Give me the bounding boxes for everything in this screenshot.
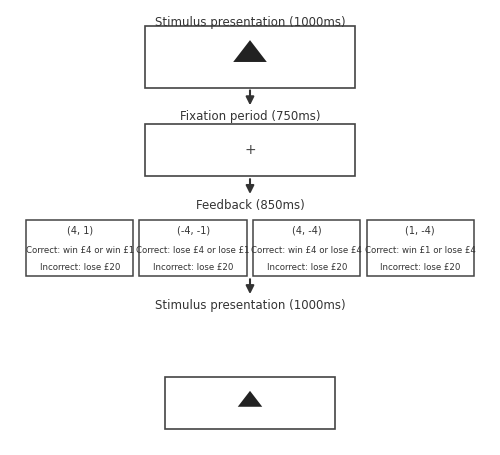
Text: (1, -4): (1, -4) [406,226,435,236]
Text: (-4, -1): (-4, -1) [176,226,210,236]
Text: Correct: win £4 or win £1: Correct: win £4 or win £1 [26,246,134,255]
Bar [145,26,355,87]
Text: Incorrect: lose £20: Incorrect: lose £20 [380,263,460,273]
Text: Fixation period (750ms): Fixation period (750ms) [180,111,320,123]
Bar [165,377,335,429]
Bar [253,219,360,276]
Text: Incorrect: lose £20: Incorrect: lose £20 [40,263,120,273]
Bar [26,219,134,276]
Bar [140,219,247,276]
Text: +: + [244,143,256,157]
Text: Correct: win £1 or lose £4: Correct: win £1 or lose £4 [365,246,476,255]
Text: Incorrect: lose £20: Incorrect: lose £20 [266,263,347,273]
Text: (4, 1): (4, 1) [66,226,93,236]
Polygon shape [238,391,262,407]
Bar [366,219,474,276]
Text: Correct: win £4 or lose £4: Correct: win £4 or lose £4 [252,246,362,255]
Polygon shape [233,40,267,62]
Text: Stimulus presentation (1000ms): Stimulus presentation (1000ms) [154,16,346,29]
Text: Feedback (850ms): Feedback (850ms) [196,199,304,212]
Text: Incorrect: lose £20: Incorrect: lose £20 [153,263,234,273]
Text: Correct: lose £4 or lose £1: Correct: lose £4 or lose £1 [136,246,250,255]
Text: (4, -4): (4, -4) [292,226,322,236]
Text: Stimulus presentation (1000ms): Stimulus presentation (1000ms) [154,299,346,312]
Bar [145,124,355,176]
